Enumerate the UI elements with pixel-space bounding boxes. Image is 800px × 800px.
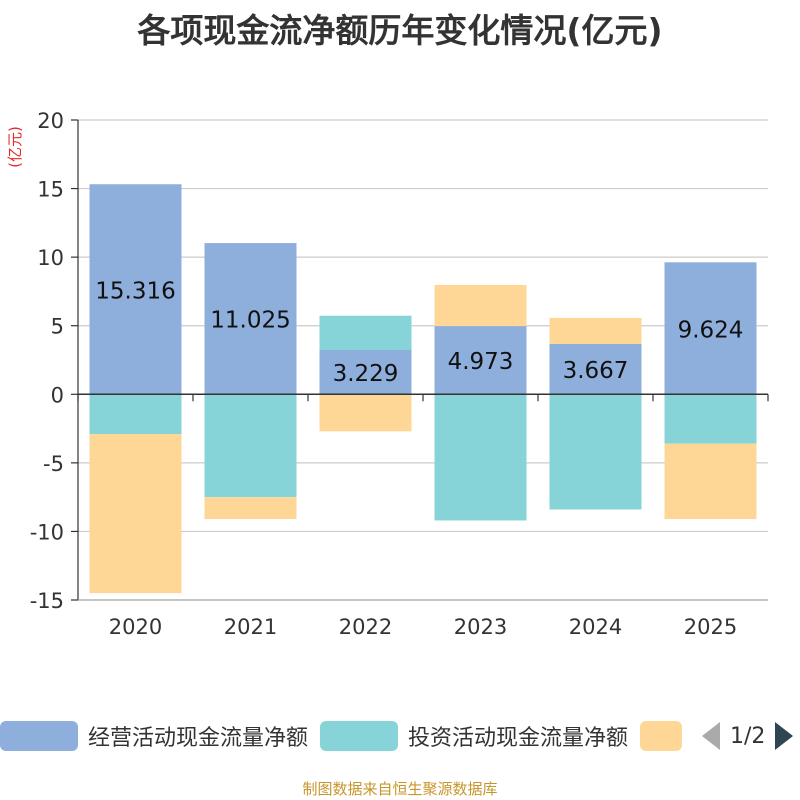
bar-2024-series-1 xyxy=(549,394,642,510)
bar-2020-series-0 xyxy=(89,184,182,395)
axes: 20 15 10 5 0 -5 -10 -15 2020 2021 2022 2023 2024 2025 xyxy=(30,109,769,639)
legend-label-operating: 经营活动现金流量净额 xyxy=(88,726,309,751)
data-label-2020: 15.316 xyxy=(95,278,175,304)
bar-2022-series-0 xyxy=(319,350,412,395)
data-label-2024: 3.667 xyxy=(563,358,629,384)
legend-item-financing[interactable] xyxy=(640,712,692,760)
legend-swatch-operating xyxy=(0,721,78,751)
data-labels: 15.316 11.025 3.229 4.973 3.667 9.624 xyxy=(95,278,743,387)
bar-2024-series-2 xyxy=(549,317,642,344)
legend-next-icon[interactable] xyxy=(775,722,794,750)
chart-plot: 20 15 10 5 0 -5 -10 -15 2020 2021 2022 2023 2024 2025… xyxy=(6,109,769,639)
y-tick-label: 10 xyxy=(37,246,64,270)
y-tick-label: 0 xyxy=(51,383,64,407)
bar-2021-series-1 xyxy=(204,394,297,498)
legend: 经营活动现金流量净额 投资活动现金流量净额 1/2 xyxy=(0,712,800,760)
legend-swatch-investing xyxy=(320,721,398,751)
bar-2022-series-1 xyxy=(319,315,412,351)
bar-2025-series-1 xyxy=(664,394,757,444)
y-axis-unit-label: (亿元) xyxy=(6,126,24,168)
bar-2025-series-2 xyxy=(664,443,757,520)
x-tick-label-2024: 2024 xyxy=(569,615,622,639)
y-tick-label: 5 xyxy=(51,315,64,339)
x-tick-label-2022: 2022 xyxy=(339,615,392,639)
bar-2020-series-2 xyxy=(89,434,182,594)
legend-swatch-financing xyxy=(640,721,682,751)
bar-2023-series-0 xyxy=(434,326,527,395)
x-tick-label-2025: 2025 xyxy=(684,615,737,639)
bar-2022-series-2 xyxy=(319,394,412,432)
data-label-2021: 11.025 xyxy=(210,308,290,334)
x-tick-label-2021: 2021 xyxy=(224,615,277,639)
data-label-2022: 3.229 xyxy=(333,361,399,387)
legend-pager: 1/2 xyxy=(702,712,794,760)
y-tick-label: -15 xyxy=(30,589,64,613)
legend-prev-icon[interactable] xyxy=(702,722,720,750)
y-tick-label: 15 xyxy=(37,178,64,202)
y-tick-label: -10 xyxy=(30,520,64,544)
bar-2024-series-0 xyxy=(549,343,642,395)
bar-2025-series-0 xyxy=(664,262,757,395)
legend-label-investing: 投资活动现金流量净额 xyxy=(408,726,629,751)
source-note: 制图数据来自恒生聚源数据库 xyxy=(302,780,498,798)
bar-2023-series-1 xyxy=(434,394,527,521)
bar-2021-series-2 xyxy=(204,497,297,520)
legend-item-operating[interactable]: 经营活动现金流量净额 xyxy=(0,712,308,760)
y-tick-label: -5 xyxy=(43,452,64,476)
bars xyxy=(89,184,757,594)
legend-item-investing[interactable]: 投资活动现金流量净额 xyxy=(320,712,628,760)
bar-2023-series-2 xyxy=(434,284,527,327)
y-tick-label: 20 xyxy=(37,109,64,133)
data-label-2025: 9.624 xyxy=(678,317,744,343)
bar-2021-series-0 xyxy=(204,243,297,395)
chart-title: 各项现金流净额历年变化情况(亿元) xyxy=(137,11,663,50)
legend-page-indicator: 1/2 xyxy=(730,723,766,749)
x-tick-label-2020: 2020 xyxy=(109,615,162,639)
data-label-2023: 4.973 xyxy=(448,349,514,375)
x-tick-label-2023: 2023 xyxy=(454,615,507,639)
bar-2020-series-1 xyxy=(89,394,182,435)
